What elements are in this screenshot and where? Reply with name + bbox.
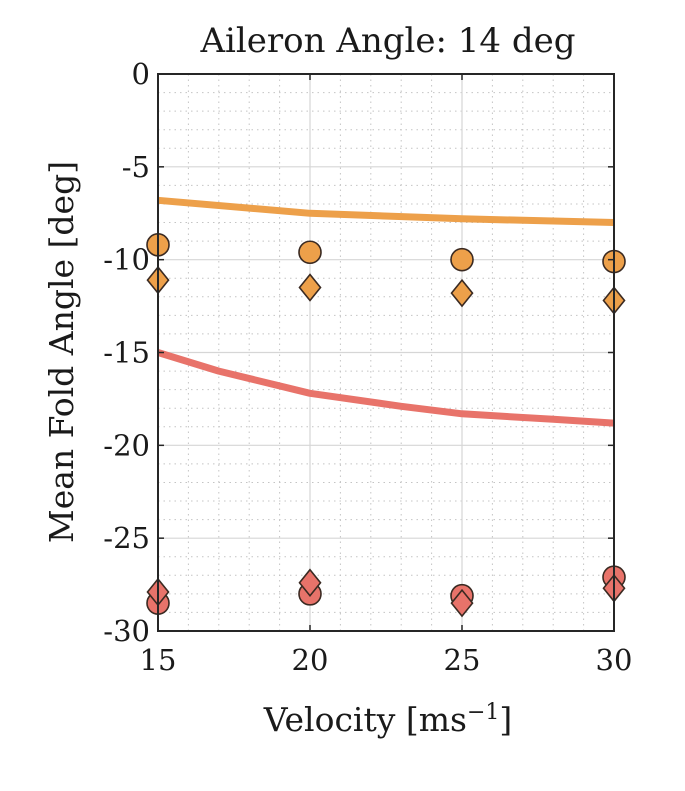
y-tick-label: 0 [132, 57, 150, 91]
x-axis-label-close: ] [499, 700, 512, 739]
data-point-diamond [298, 273, 322, 302]
x-tick-label: 25 [444, 643, 481, 677]
x-axis-label: Velocity [ms−1] [263, 700, 513, 740]
x-tick-label: 15 [140, 643, 177, 677]
y-tick-label: -15 [103, 336, 150, 370]
data-point-diamond [450, 278, 474, 308]
y-tick-label: -10 [103, 243, 150, 277]
x-axis-label-unit-exp: −1 [467, 700, 499, 725]
data-point-circle [298, 240, 322, 265]
x-tick-label: 20 [292, 643, 329, 677]
y-tick-label: -30 [103, 614, 150, 648]
x-axis-label-unit-base: ms [419, 700, 467, 739]
chart-title: Aileron Angle: 14 deg [199, 21, 575, 61]
tick-layer: 15 20 25 30 0 -5 -10 -15 -20 -25 -30 [103, 57, 632, 677]
series-line [157, 196, 615, 226]
y-tick-label: -20 [103, 428, 150, 462]
data-point-diamond [298, 568, 322, 597]
data-point-circle [450, 247, 474, 272]
series-line [156, 349, 615, 427]
y-axis-label: Mean Fold Angle [deg] [42, 161, 81, 543]
y-tick-label: -5 [122, 150, 150, 184]
x-tick-label: 30 [596, 643, 633, 677]
x-axis-label-name: Velocity [ [263, 700, 419, 739]
data-point-diamond [450, 588, 474, 618]
y-tick-label: -25 [103, 521, 150, 555]
